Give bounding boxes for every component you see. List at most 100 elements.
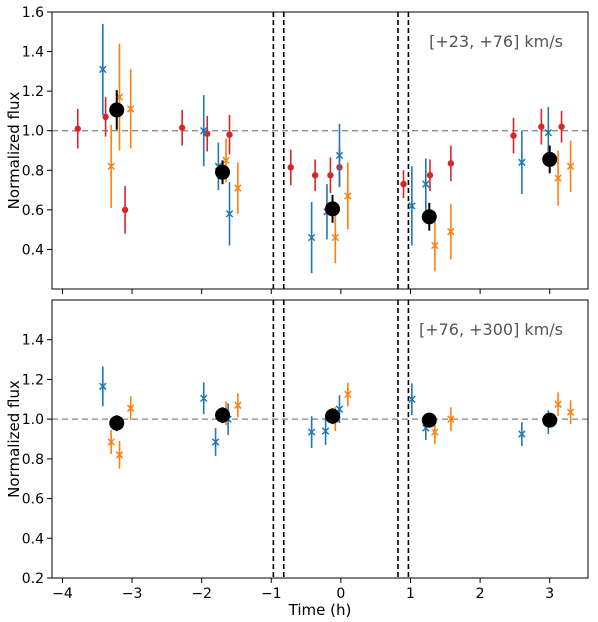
dot-marker [426, 172, 434, 179]
data-point [422, 158, 430, 210]
data-point [554, 392, 562, 417]
x-marker [107, 162, 115, 171]
data-point [121, 186, 129, 234]
y-tick-label: 1.6 [22, 5, 44, 21]
x-marker [554, 174, 562, 182]
data-point [126, 69, 135, 149]
series-0 [74, 97, 565, 234]
data-point [331, 211, 340, 264]
data-point [426, 159, 434, 192]
dot-marker [510, 132, 517, 139]
x-tick-label: −4 [52, 586, 73, 602]
plot-frame [51, 11, 589, 290]
data-point [234, 393, 242, 418]
top-panel: 0.4 0.6 0.8 1.0 1.2 1.4 1.6 [+23, +76] km/s Norm… [5, 5, 589, 294]
data-point [115, 440, 124, 469]
mean-marker [325, 408, 341, 424]
y-tick-label: 1.2 [22, 372, 44, 388]
y-tick-label: 0.6 [22, 203, 44, 219]
x-tick-label: 2 [476, 586, 485, 602]
x-marker [344, 390, 352, 399]
y-tick-label: 1.2 [22, 84, 44, 100]
data-point [204, 115, 211, 152]
dot-marker [558, 123, 565, 130]
x-marker [99, 65, 107, 74]
x-marker [344, 192, 352, 200]
mean-marker [109, 102, 125, 118]
y-axis-label: Normalized flux [5, 380, 23, 498]
mean-marker [215, 407, 231, 423]
dot-marker [178, 124, 186, 131]
data-point [344, 382, 352, 407]
data-point [408, 383, 416, 416]
velocity-range-label: [+23, +76] km/s [429, 32, 563, 51]
dot-marker [121, 206, 129, 214]
data-point [99, 366, 107, 407]
x-marker [566, 408, 575, 416]
plot-frame [51, 299, 589, 579]
mean-marker [215, 164, 231, 180]
mean-marker [109, 415, 125, 431]
data-point [554, 150, 562, 206]
data-point [510, 117, 517, 154]
bottom-panel: 0.2 0.4 0.6 0.8 1.0 1.2 1.4 −4 −3 −2 −1 0 1 2 3 [+76, +… [5, 299, 589, 619]
x-marker [431, 428, 439, 436]
x-tick-label: −1 [261, 586, 282, 602]
data-point [225, 182, 234, 246]
x-marker [211, 438, 220, 446]
data-point [311, 159, 319, 192]
series-1 [107, 382, 575, 469]
data-point [335, 123, 344, 188]
x-marker [126, 105, 135, 113]
velocity-range-label: [+76, +300] km/s [419, 320, 563, 339]
mean-marker [542, 151, 558, 167]
x-tick-label: −3 [122, 586, 143, 602]
data-point [109, 415, 125, 432]
mean-marker [421, 412, 437, 428]
data-point [215, 407, 231, 424]
x-tick-label: 1 [406, 586, 415, 602]
x-marker [234, 401, 242, 409]
x-axis-label: Time (h) [288, 601, 352, 619]
data-point [99, 23, 107, 115]
y-tick-label: 0.2 [22, 571, 44, 587]
y-tick-label: 1.0 [22, 412, 44, 428]
dot-marker [74, 125, 81, 132]
y-tick-label: 0.4 [22, 531, 44, 547]
mean-marker [542, 412, 558, 428]
data-point [447, 145, 455, 182]
data-point [408, 166, 416, 246]
data-point [344, 162, 352, 230]
dot-marker [538, 123, 545, 130]
data-point [325, 408, 341, 425]
data-point [542, 145, 558, 174]
data-point [126, 396, 135, 421]
y-tick-label: 1.4 [22, 45, 44, 61]
data-point [544, 106, 553, 159]
x-marker [107, 438, 115, 446]
data-point [211, 428, 220, 456]
dot-marker [327, 172, 334, 179]
x-marker [408, 202, 416, 210]
x-marker [307, 428, 316, 436]
x-marker [234, 184, 242, 192]
mean-marker [325, 201, 341, 217]
data-point [307, 201, 316, 274]
x-marker [222, 156, 230, 165]
data-point [538, 108, 545, 145]
series-2 [107, 43, 575, 272]
data-point [234, 162, 242, 214]
x-tick-label: −2 [191, 586, 212, 602]
data-point [107, 430, 115, 454]
data-point [102, 97, 109, 137]
data-point [226, 114, 233, 155]
series-1 [99, 23, 553, 274]
series-3 [109, 90, 558, 231]
data-point [447, 203, 455, 260]
x-marker [126, 404, 135, 412]
data-point [215, 160, 231, 185]
data-point [518, 130, 526, 195]
x-marker [331, 233, 340, 242]
x-marker [431, 241, 439, 250]
data-point [74, 108, 81, 149]
